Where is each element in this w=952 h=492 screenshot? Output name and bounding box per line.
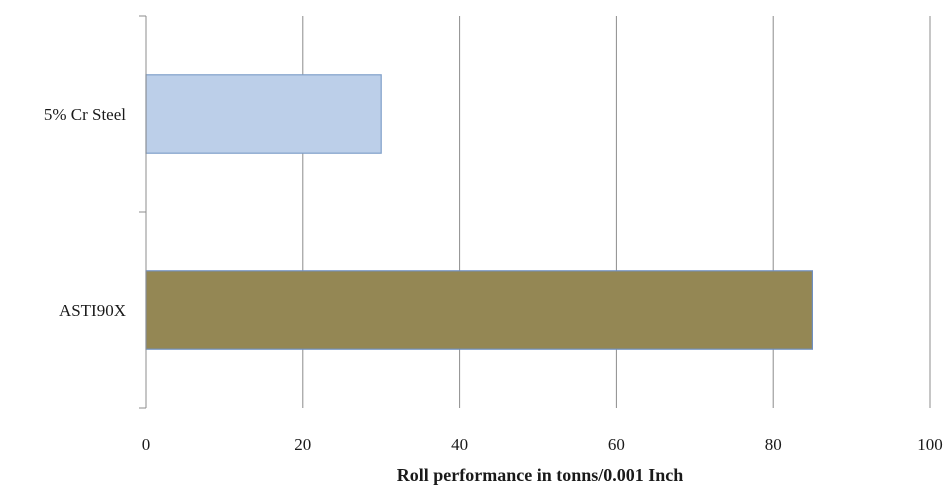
bars	[145, 74, 814, 350]
category-label: 5% Cr Steel	[44, 105, 126, 124]
x-tick-label: 60	[608, 435, 625, 454]
x-axis-title: Roll performance in tonns/0.001 Inch	[397, 465, 684, 485]
x-tick-label: 80	[765, 435, 782, 454]
x-tick-label: 20	[294, 435, 311, 454]
labels: 0 20 40 60 80 100 5% Cr Steel ASTI90X	[44, 105, 943, 454]
bar-1	[145, 74, 382, 154]
x-tick-label: 0	[142, 435, 151, 454]
bar-2	[145, 270, 814, 350]
x-tick-label: 40	[451, 435, 468, 454]
axes	[139, 15, 147, 409]
x-tick-label: 100	[917, 435, 943, 454]
category-label: ASTI90X	[59, 301, 126, 320]
